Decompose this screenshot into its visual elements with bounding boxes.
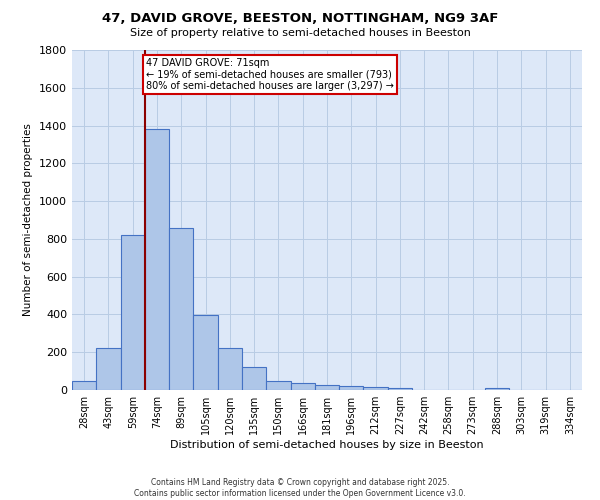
Text: Contains HM Land Registry data © Crown copyright and database right 2025.
Contai: Contains HM Land Registry data © Crown c… bbox=[134, 478, 466, 498]
Bar bbox=[290, 384, 315, 390]
Text: 47, DAVID GROVE, BEESTON, NOTTINGHAM, NG9 3AF: 47, DAVID GROVE, BEESTON, NOTTINGHAM, NG… bbox=[102, 12, 498, 26]
Bar bbox=[96, 348, 121, 390]
Bar bbox=[315, 386, 339, 390]
Bar bbox=[72, 380, 96, 390]
Bar bbox=[193, 316, 218, 390]
Y-axis label: Number of semi-detached properties: Number of semi-detached properties bbox=[23, 124, 34, 316]
Bar bbox=[242, 368, 266, 390]
Bar bbox=[266, 380, 290, 390]
Bar bbox=[485, 388, 509, 390]
Bar bbox=[339, 386, 364, 390]
X-axis label: Distribution of semi-detached houses by size in Beeston: Distribution of semi-detached houses by … bbox=[170, 440, 484, 450]
Text: 47 DAVID GROVE: 71sqm
← 19% of semi-detached houses are smaller (793)
80% of sem: 47 DAVID GROVE: 71sqm ← 19% of semi-deta… bbox=[146, 58, 394, 91]
Bar bbox=[388, 388, 412, 390]
Bar bbox=[364, 387, 388, 390]
Text: Size of property relative to semi-detached houses in Beeston: Size of property relative to semi-detach… bbox=[130, 28, 470, 38]
Bar bbox=[218, 348, 242, 390]
Bar bbox=[121, 235, 145, 390]
Bar bbox=[169, 228, 193, 390]
Bar bbox=[145, 130, 169, 390]
